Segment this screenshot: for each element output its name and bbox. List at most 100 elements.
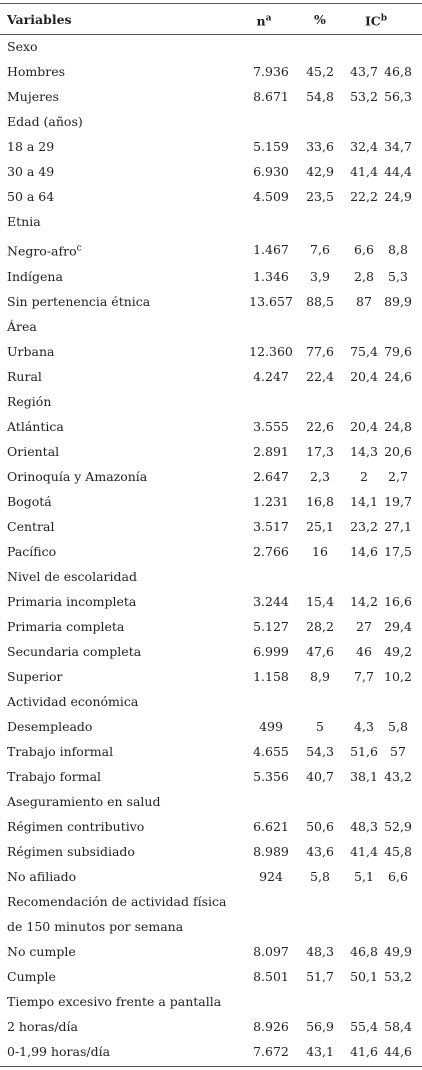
footnote-mark: c <box>76 243 82 254</box>
cell-n: 924 <box>259 869 283 884</box>
cell-percent: 5,8 <box>310 869 330 884</box>
row-label: Área <box>7 319 37 335</box>
row-label: No cumple <box>7 944 76 960</box>
cell-ic-high: 43,2 <box>384 769 412 784</box>
cell-percent: 17,3 <box>306 444 334 459</box>
cell-n: 4.509 <box>253 189 289 204</box>
cell-ic-low: 6,6 <box>354 242 374 257</box>
cell-ic-low: 38,1 <box>350 769 378 784</box>
cell-n: 2.891 <box>253 444 289 459</box>
cell-ic-high: 24,6 <box>384 369 412 384</box>
cell-percent: 22,4 <box>306 369 334 384</box>
cell-ic-low: 14,3 <box>350 444 378 459</box>
cell-ic-low: 14,6 <box>350 544 378 559</box>
cell-ic-high: 27,1 <box>384 519 412 534</box>
row-label-text: 2 horas/día <box>7 1019 79 1034</box>
row-label-text: Indígena <box>7 269 63 284</box>
cell-ic-low: 50,1 <box>350 969 378 984</box>
cell-n: 8.501 <box>253 969 289 984</box>
header-n-text: n <box>256 13 266 29</box>
cell-n: 6.621 <box>253 819 289 834</box>
cell-n: 3.555 <box>253 419 289 434</box>
row-label-text: 30 a 49 <box>7 164 55 179</box>
cell-ic-low: 46,8 <box>350 944 378 959</box>
row-label-text: Rural <box>7 369 42 384</box>
cell-percent: 7,6 <box>310 242 330 257</box>
cell-ic-high: 57 <box>390 744 406 759</box>
row-label-text: 50 a 64 <box>7 189 55 204</box>
cell-ic-high: 16,6 <box>384 594 412 609</box>
row-label: 50 a 64 <box>7 189 54 205</box>
row-label: de 150 minutos por semana <box>7 919 183 935</box>
row-label-text: Tiempo excesivo frente a pantalla <box>7 994 222 1009</box>
header-n: na <box>257 10 272 29</box>
row-label: Atlántica <box>7 419 64 435</box>
cell-ic-high: 24,9 <box>384 189 412 204</box>
cell-n: 7.672 <box>253 1044 289 1059</box>
cell-n: 4.247 <box>253 369 289 384</box>
row-label-text: No afiliado <box>7 869 77 884</box>
row-label: Región <box>7 394 51 410</box>
row-label: Edad (años) <box>7 114 83 130</box>
row-label: Urbana <box>7 344 54 360</box>
cell-n: 1.346 <box>253 269 289 284</box>
cell-ic-high: 89,9 <box>384 294 412 309</box>
row-label: Rural <box>7 369 42 385</box>
cell-ic-high: 49,2 <box>384 644 412 659</box>
row-label-text: Primaria incompleta <box>7 594 137 609</box>
cell-n: 2.647 <box>253 469 289 484</box>
row-label-text: Bogotá <box>7 494 52 509</box>
row-label: Secundaria completa <box>7 644 141 660</box>
row-label: Hombres <box>7 64 65 80</box>
cell-ic-low: 20,4 <box>350 369 378 384</box>
row-label-text: Cumple <box>7 969 56 984</box>
row-label: Régimen subsidiado <box>7 844 135 860</box>
cell-ic-low: 87 <box>356 294 372 309</box>
rule <box>0 3 422 4</box>
cell-percent: 5 <box>316 719 324 734</box>
cell-n: 13.657 <box>249 294 293 309</box>
cell-ic-low: 2,8 <box>354 269 374 284</box>
cell-n: 3.244 <box>253 594 289 609</box>
cell-ic-low: 51,6 <box>350 744 378 759</box>
cell-n: 6.930 <box>253 164 289 179</box>
row-label-text: Secundaria completa <box>7 644 142 659</box>
row-label: Recomendación de actividad física <box>7 894 226 910</box>
row-label: Pacífico <box>7 544 56 560</box>
cell-ic-high: 58,4 <box>384 1019 412 1034</box>
cell-ic-low: 53,2 <box>350 89 378 104</box>
row-label: Régimen contributivo <box>7 819 144 835</box>
cell-percent: 2,3 <box>310 469 330 484</box>
row-label: No afiliado <box>7 869 76 885</box>
cell-percent: 23,5 <box>306 189 334 204</box>
cell-n: 2.766 <box>253 544 289 559</box>
row-label: Tiempo excesivo frente a pantalla <box>7 994 221 1010</box>
row-label: Etnia <box>7 214 41 230</box>
row-label-text: Orinoquía y Amazonía <box>7 469 148 484</box>
cell-ic-low: 46 <box>356 644 372 659</box>
cell-percent: 54,8 <box>306 89 334 104</box>
cell-ic-high: 2,7 <box>388 469 408 484</box>
row-label: 18 a 29 <box>7 139 54 155</box>
cell-ic-high: 56,3 <box>384 89 412 104</box>
cell-percent: 45,2 <box>306 64 334 79</box>
cell-percent: 88,5 <box>306 294 334 309</box>
cell-ic-low: 20,4 <box>350 419 378 434</box>
cell-ic-low: 7,7 <box>354 669 374 684</box>
cell-ic-low: 22,2 <box>350 189 378 204</box>
cell-ic-low: 27 <box>356 619 372 634</box>
row-label: Desempleado <box>7 719 92 735</box>
cell-ic-high: 49,9 <box>384 944 412 959</box>
row-label: Trabajo formal <box>7 769 101 785</box>
row-label-text: Etnia <box>7 214 41 229</box>
row-label-text: Régimen subsidiado <box>7 844 135 859</box>
row-label-text: Atlántica <box>7 419 64 434</box>
cell-n: 5.356 <box>253 769 289 784</box>
cell-n: 5.127 <box>253 619 289 634</box>
cell-percent: 43,1 <box>306 1044 334 1059</box>
cell-percent: 16,8 <box>306 494 334 509</box>
cell-ic-low: 43,7 <box>350 64 378 79</box>
row-label: Aseguramiento en salud <box>7 794 160 810</box>
row-label: Actividad económica <box>7 694 138 710</box>
